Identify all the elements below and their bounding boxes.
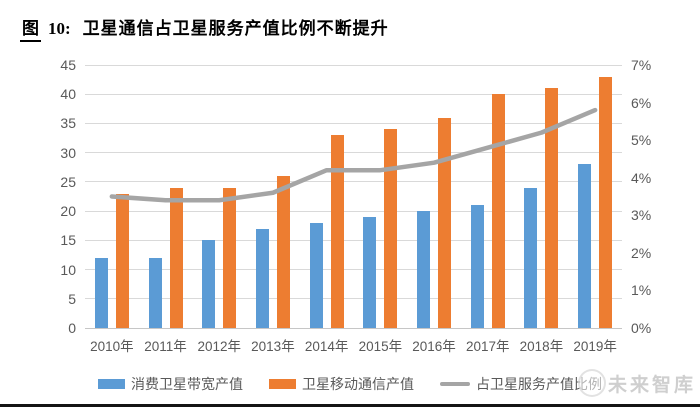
gridline xyxy=(85,122,622,124)
bar-consumer-bandwidth xyxy=(255,228,269,328)
legend-swatch-orange-bar xyxy=(269,379,296,389)
x-axis-label: 2015年 xyxy=(358,339,403,354)
bar-mobile-comm xyxy=(545,88,559,328)
bar-consumer-bandwidth xyxy=(578,164,592,328)
gridline xyxy=(85,239,622,241)
legend-swatch-gray-line xyxy=(440,382,470,386)
figure-title: 卫星通信占卫星服务产值比例不断提升 xyxy=(82,19,389,38)
right-axis-tick: 7% xyxy=(631,57,652,73)
x-axis-label: 2012年 xyxy=(197,339,242,354)
legend-label: 消费卫星带宽产值 xyxy=(131,376,243,392)
right-axis-tick: 5% xyxy=(631,132,652,149)
left-axis-tick: 20 xyxy=(60,203,76,220)
bar-consumer-bandwidth xyxy=(202,240,216,328)
right-axis-tick: 6% xyxy=(631,94,652,111)
right-axis-tick: 4% xyxy=(631,169,652,186)
gridline xyxy=(85,327,622,329)
x-axis-label: 2017年 xyxy=(465,339,510,354)
bar-mobile-comm xyxy=(438,117,452,328)
bar-mobile-comm xyxy=(276,176,290,328)
x-axis-label: 2019年 xyxy=(573,339,617,354)
bar-consumer-bandwidth xyxy=(363,216,377,328)
left-axis-tick: 30 xyxy=(60,144,76,161)
left-axis-tick: 15 xyxy=(60,232,76,249)
gridline xyxy=(85,93,622,95)
left-axis-tick: 5 xyxy=(68,290,76,307)
gridline xyxy=(85,181,622,183)
left-axis-tick: 10 xyxy=(60,261,76,278)
bar-consumer-bandwidth xyxy=(417,211,431,328)
x-axis-label: 2018年 xyxy=(519,339,564,354)
trend-line-svg xyxy=(109,107,598,203)
gridline xyxy=(85,269,622,271)
x-axis-label: 2013年 xyxy=(251,339,295,354)
legend-swatch-blue-bar xyxy=(98,379,125,389)
chart-legend: 消费卫星带宽产值 卫星移动通信产值 占卫星服务产值比例 xyxy=(0,374,700,394)
right-axis-tick: 0% xyxy=(631,320,652,336)
gridline xyxy=(85,64,622,66)
combo-chart: 0 5 10 15 20 25 30 35 40 45 0% 1% 2% 3% 4% 5% 6% 7% 2010年 2… xyxy=(0,52,700,364)
gridline xyxy=(85,152,622,154)
x-axis-label: 2014年 xyxy=(304,339,349,354)
gridline xyxy=(85,298,622,300)
figure-label-prefix: 图 xyxy=(20,14,41,42)
bar-consumer-bandwidth xyxy=(94,257,108,328)
left-axis-tick: 0 xyxy=(68,320,76,336)
bottom-divider xyxy=(0,404,700,407)
legend-label: 占卫星服务产值比例 xyxy=(476,376,602,392)
right-axis-tick: 3% xyxy=(631,207,652,224)
bar-mobile-comm xyxy=(599,76,613,328)
legend-item-consumer-bandwidth: 消费卫星带宽产值 xyxy=(98,374,243,394)
bar-mobile-comm xyxy=(491,94,505,328)
figure-label-number: 10: xyxy=(48,19,71,38)
right-axis-tick: 2% xyxy=(631,244,652,261)
bar-consumer-bandwidth xyxy=(524,187,538,328)
bar-consumer-bandwidth xyxy=(148,257,162,328)
bar-mobile-comm xyxy=(384,129,398,328)
x-axis-label: 2016年 xyxy=(412,339,456,354)
left-axis-tick: 35 xyxy=(60,115,76,132)
bar-mobile-comm xyxy=(330,135,344,328)
legend-label: 卫星移动通信产值 xyxy=(302,376,414,392)
trend-line xyxy=(109,107,598,203)
legend-item-share-ratio: 占卫星服务产值比例 xyxy=(440,374,602,394)
legend-item-mobile-comm: 卫星移动通信产值 xyxy=(269,374,414,394)
x-axis-label: 2011年 xyxy=(144,339,187,354)
x-axis-label: 2010年 xyxy=(90,339,134,354)
right-axis-tick: 1% xyxy=(631,282,652,299)
left-axis-tick: 45 xyxy=(60,57,76,73)
bar-consumer-bandwidth xyxy=(470,205,484,328)
left-axis-tick: 40 xyxy=(60,86,76,103)
left-axis-tick: 25 xyxy=(60,173,76,190)
gridline xyxy=(85,210,622,212)
figure-title-row: 图 10: 卫星通信占卫星服务产值比例不断提升 xyxy=(20,14,389,42)
bar-mobile-comm xyxy=(223,187,237,328)
bar-consumer-bandwidth xyxy=(309,222,323,328)
bar-mobile-comm xyxy=(169,187,183,328)
bar-mobile-comm xyxy=(115,193,129,328)
